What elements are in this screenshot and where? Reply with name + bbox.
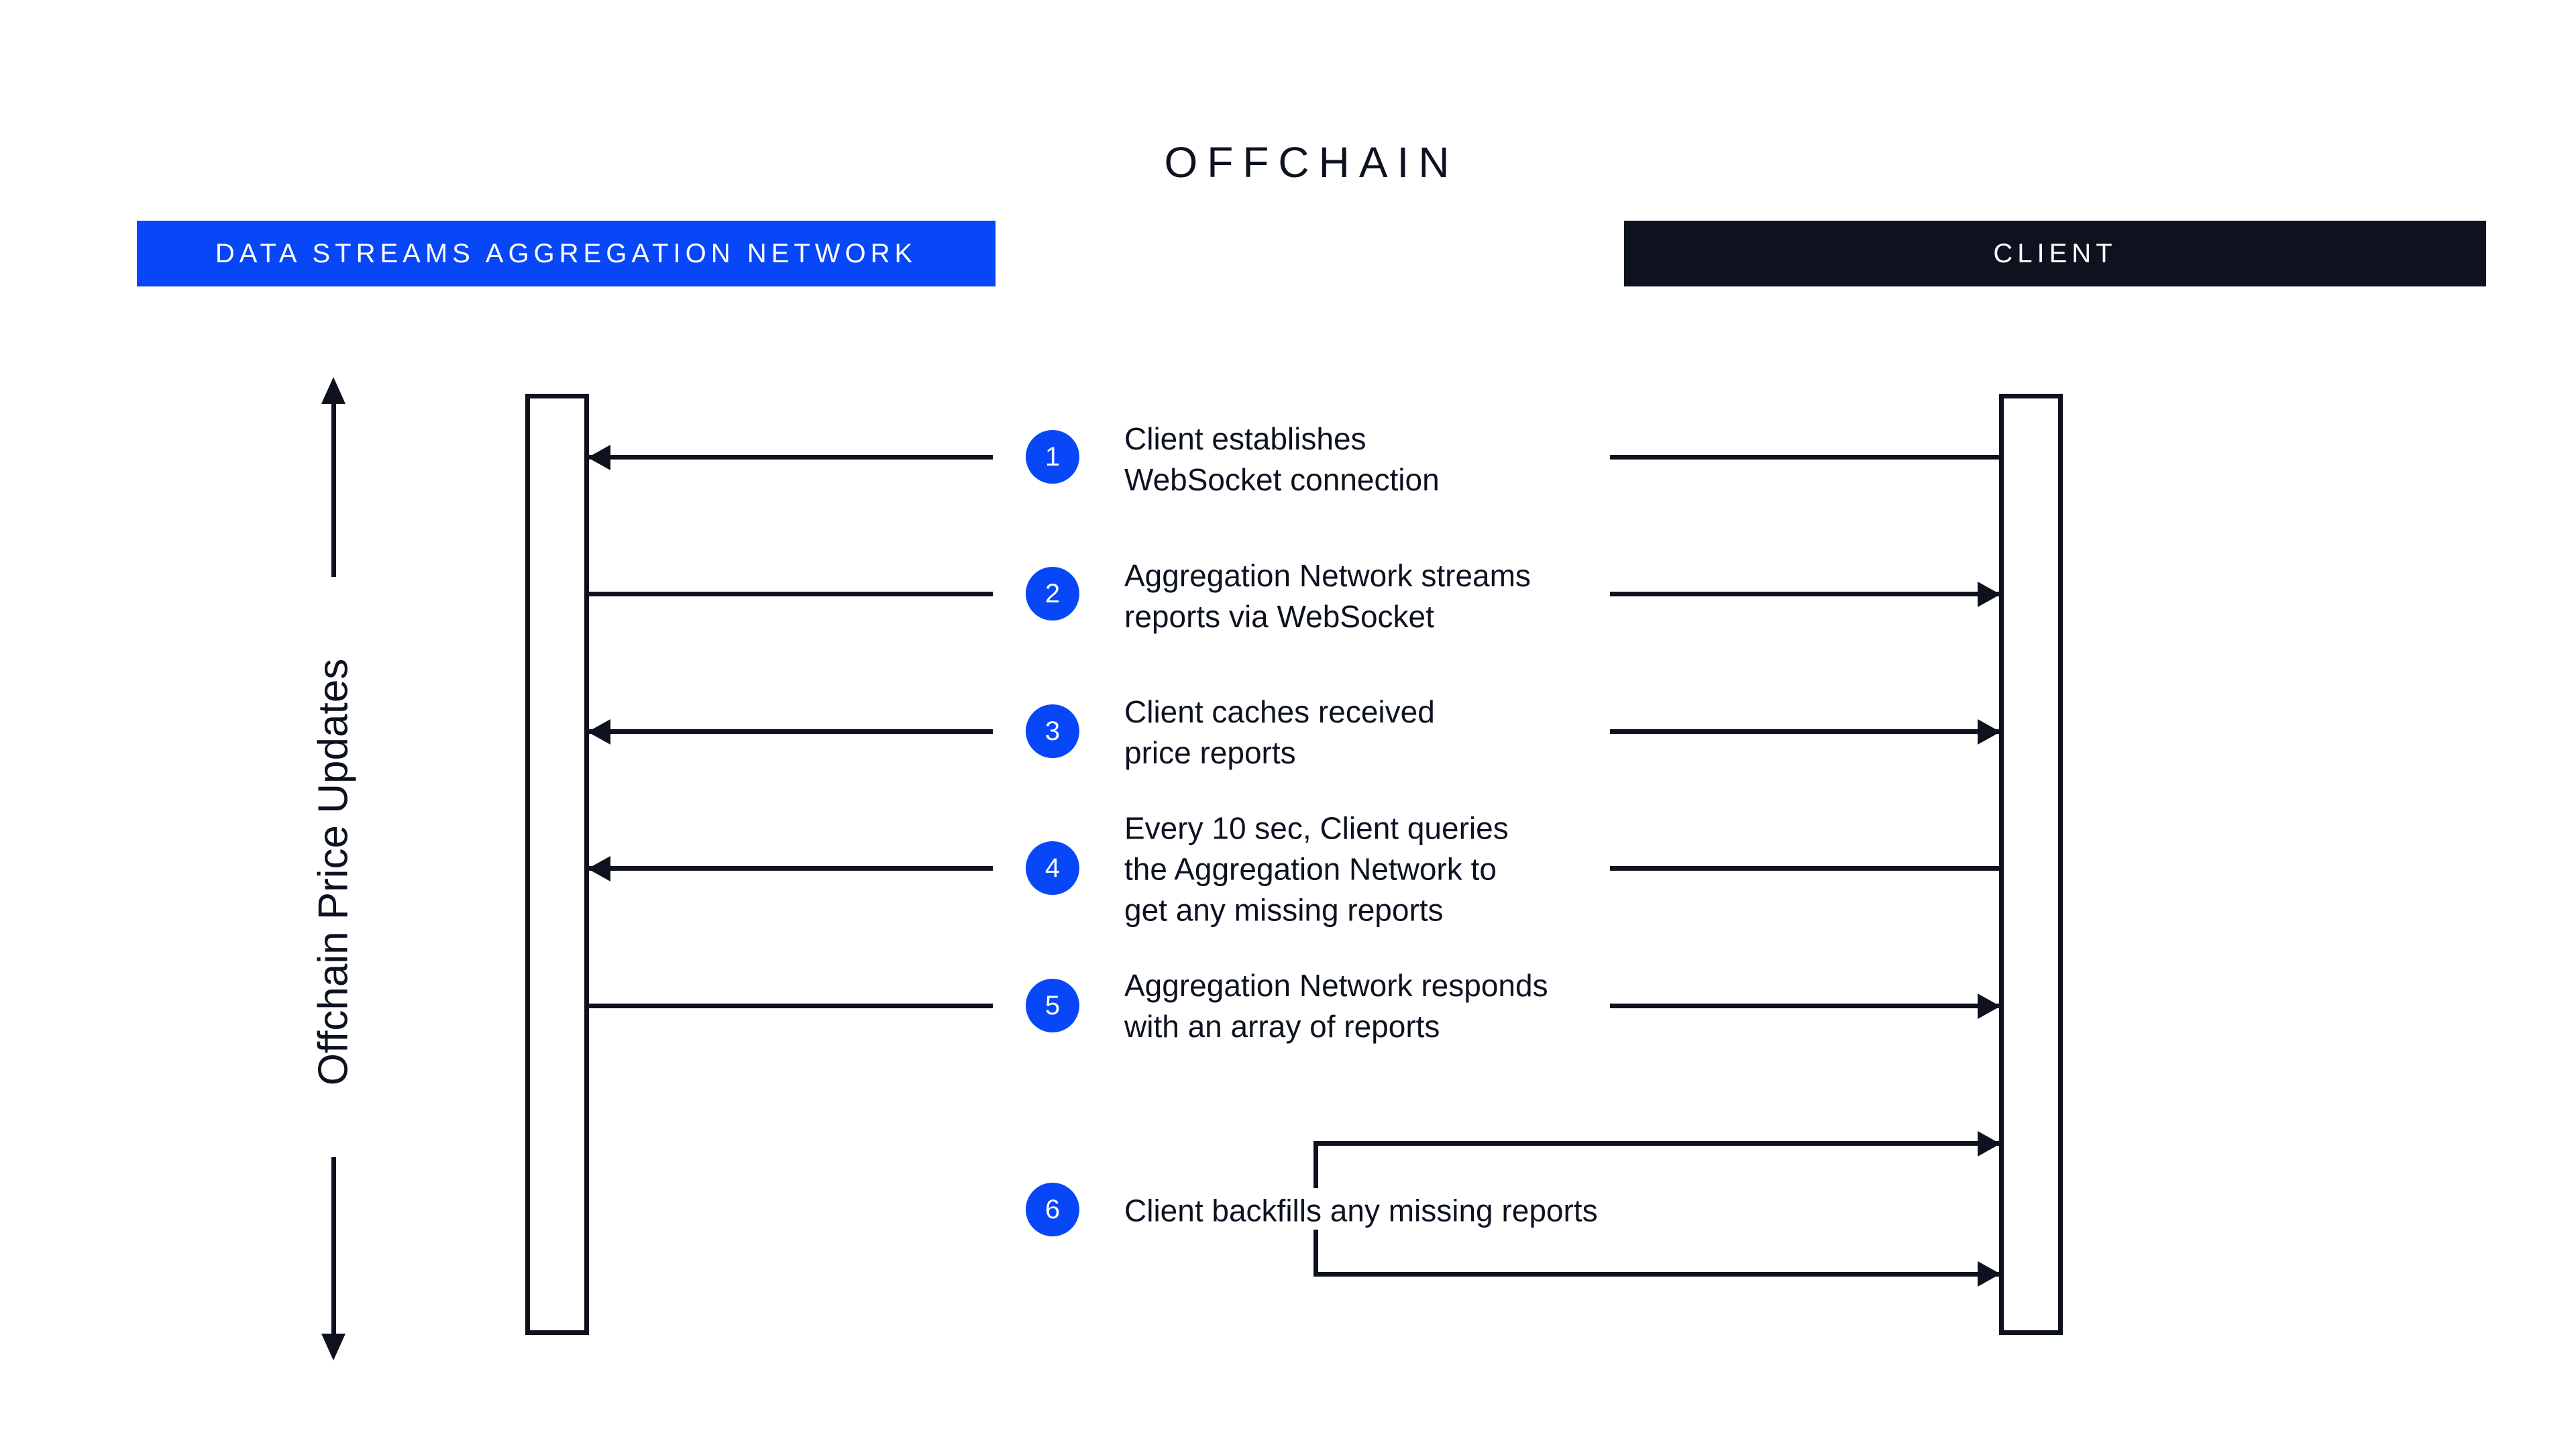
- message-line-step4-left-arrow: [589, 866, 993, 871]
- step-number-badge: 1: [1026, 430, 1079, 484]
- step-description: Client establishes WebSocket connection: [1124, 421, 1440, 497]
- message-line-step1-right: [1610, 455, 1999, 460]
- step-description: Client backfills any missing reports: [1124, 1193, 1598, 1228]
- message-line-step3-right-arrow: [1610, 729, 1999, 734]
- step-description: Aggregation Network streams reports via …: [1124, 558, 1531, 634]
- message-line-step4-right: [1610, 866, 1999, 871]
- message-line-step2-left: [589, 592, 993, 596]
- aggregation-network-header: DATA STREAMS AGGREGATION NETWORK: [137, 221, 996, 286]
- diagram-title: OFFCHAIN: [1164, 138, 1459, 186]
- self-loop-arrow-bottom: [1313, 1230, 2000, 1287]
- message-line-step5-right-arrow: [1610, 1004, 1999, 1008]
- step-description: Client caches received price reports: [1124, 694, 1435, 770]
- down-arrow-icon: [321, 1157, 345, 1360]
- step-number-badge: 3: [1026, 704, 1079, 758]
- step-description: Aggregation Network responds with an arr…: [1124, 968, 1548, 1044]
- step-number-badge: 2: [1026, 567, 1079, 621]
- aggregation-network-lifeline-bar: [525, 394, 589, 1335]
- step-description: Every 10 sec, Client queries the Aggrega…: [1124, 810, 1509, 928]
- client-lifeline-bar: [1999, 394, 2063, 1335]
- client-header: CLIENT: [1624, 221, 2486, 286]
- message-line-step5-left: [589, 1004, 993, 1008]
- message-line-step1-left-arrow: [589, 455, 993, 460]
- message-line-step3-left-arrow: [589, 729, 993, 734]
- step-number-badge: 6: [1026, 1183, 1079, 1236]
- self-loop-arrow-top: [1313, 1131, 2000, 1188]
- step-number-badge: 4: [1026, 841, 1079, 895]
- step-number-badge: 5: [1026, 979, 1079, 1032]
- up-arrow-icon: [321, 377, 345, 577]
- message-line-step2-right-arrow: [1610, 592, 1999, 596]
